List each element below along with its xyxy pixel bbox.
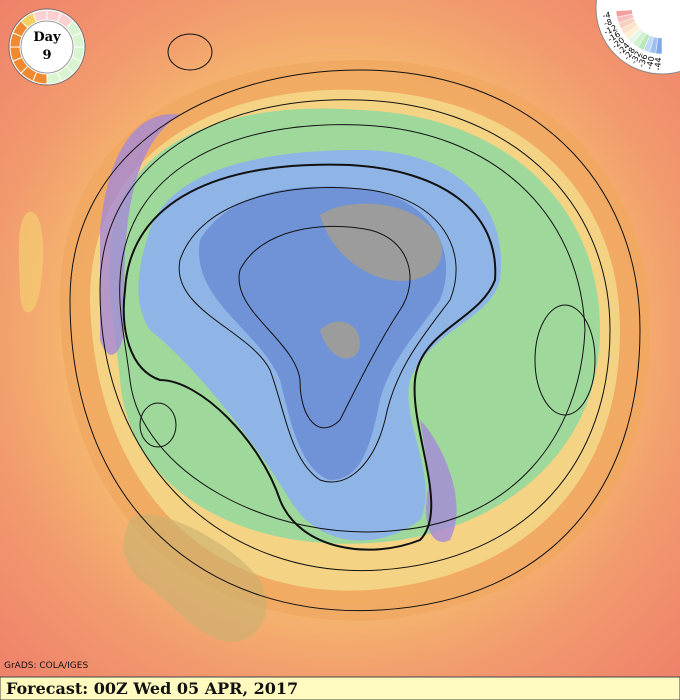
color-scale: -4-8-12-16-20-24-28-32-36-40-44 [595, 0, 680, 75]
height-contour [534, 304, 596, 416]
scale-label: -44 [653, 57, 663, 71]
land-north-america [123, 514, 267, 642]
temp-band-gray [320, 321, 360, 359]
land-island [18, 211, 44, 313]
height-contour [167, 33, 213, 71]
dial-segment [32, 9, 48, 23]
temp-band-purple [420, 420, 457, 542]
scale-swatch [623, 24, 641, 40]
scale-label: -4 [602, 10, 611, 20]
scale-swatch [615, 9, 633, 18]
footer-text: Forecast: 00Z Wed 05 APR, 2017 [6, 679, 298, 698]
credit: GrADS: COLA/IGES [4, 661, 88, 671]
scale-swatch [627, 28, 644, 44]
height-contour [119, 124, 586, 533]
scale-swatch [643, 35, 655, 53]
scale-swatch [655, 37, 663, 55]
dial-label: Day [33, 30, 61, 45]
scale-label: -8 [603, 17, 613, 28]
scale-center [634, 0, 680, 36]
height-contour [122, 163, 497, 551]
scale-swatch [620, 21, 638, 35]
scale-swatch [649, 36, 659, 54]
day-dial: Day 9 [8, 8, 86, 86]
footer-bar [0, 676, 680, 700]
height-contour [139, 402, 177, 448]
scale-label: -36 [637, 53, 650, 68]
scale-swatch [616, 13, 635, 24]
scale-swatch [632, 30, 647, 48]
scale-swatch [637, 33, 651, 51]
scale-label: -40 [645, 56, 656, 71]
height-contour [99, 99, 611, 572]
height-contour [238, 225, 411, 429]
scale-swatch [618, 17, 636, 30]
dial-day: 9 [42, 48, 51, 63]
height-contour [178, 187, 457, 483]
dial-center [20, 20, 74, 74]
temp-band-gray [320, 203, 442, 281]
height-contour [69, 69, 641, 612]
